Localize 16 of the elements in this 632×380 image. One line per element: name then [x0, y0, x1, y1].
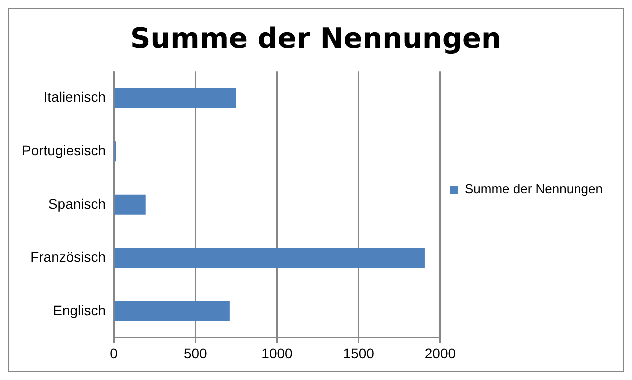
y-tick-label: Französisch [30, 249, 106, 266]
y-tick-label: Italienisch [44, 89, 106, 106]
y-tick-label: Portugiesisch [22, 142, 106, 158]
x-tick-label: 0 [110, 345, 118, 362]
x-tick-label: 2000 [424, 345, 456, 362]
y-tick-label: Englisch [53, 302, 106, 318]
x-tick-label: 1000 [262, 345, 294, 362]
bar [114, 248, 425, 268]
x-tick-label: 500 [184, 345, 208, 362]
bar [114, 194, 146, 215]
chart-title: Summe der Nennungen [130, 22, 502, 56]
x-tick-label: 1500 [343, 345, 375, 362]
y-tick-label: Spanisch [48, 196, 106, 212]
legend-label: Summe der Nennungen [464, 182, 603, 197]
bar [114, 302, 230, 322]
bar [114, 88, 236, 108]
